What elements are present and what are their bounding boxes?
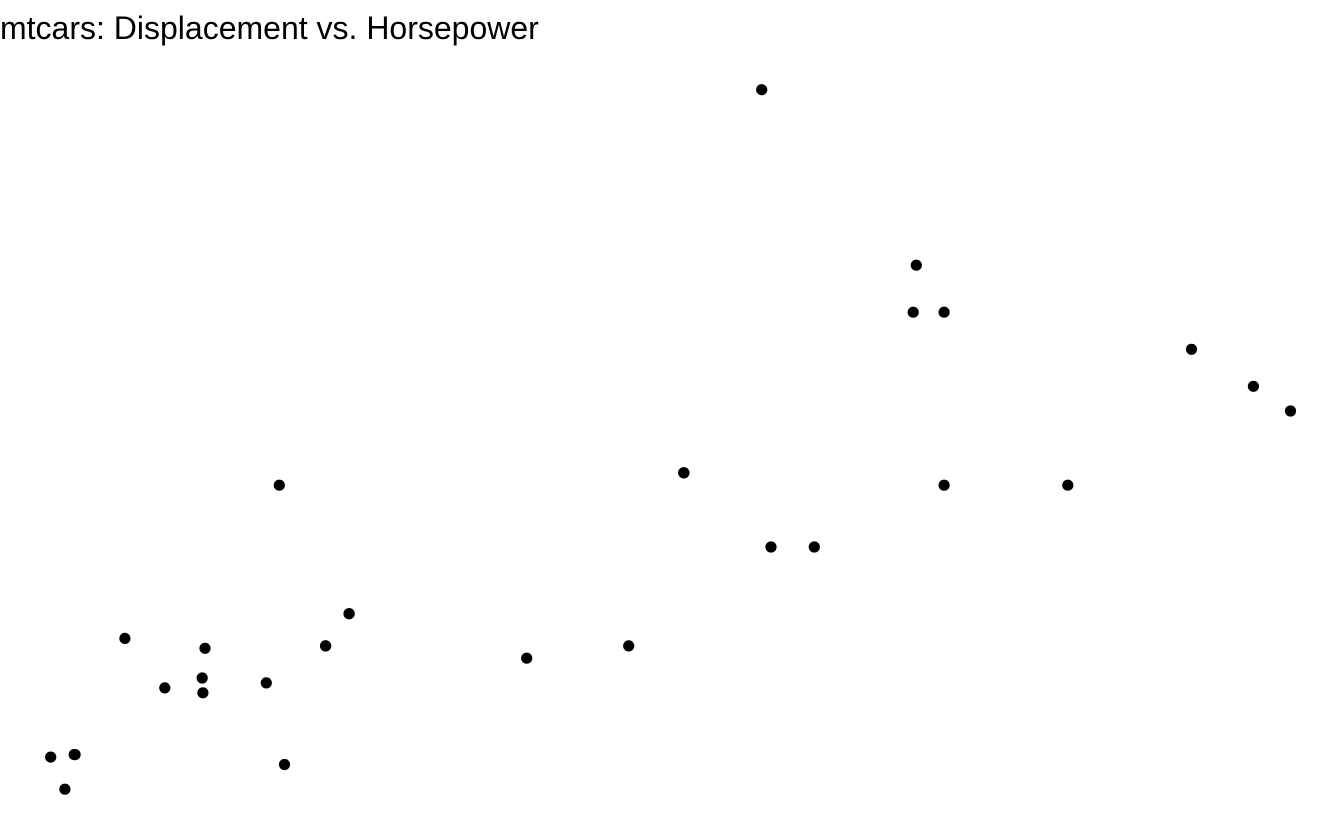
data-point-4 <box>623 640 635 652</box>
data-point-9 <box>260 677 272 689</box>
data-point-14 <box>678 467 690 479</box>
data-point-22 <box>808 541 820 553</box>
data-point-3 <box>159 682 171 694</box>
data-point-2 <box>320 640 332 652</box>
data-point-30 <box>273 479 285 491</box>
data-point-20 <box>45 751 57 763</box>
data-point-8 <box>278 758 291 771</box>
chart-title: mtcars: Displacement vs. Horsepower <box>0 10 539 46</box>
data-point-26 <box>69 749 81 761</box>
data-point-11 <box>343 608 355 620</box>
data-point-31 <box>756 84 768 96</box>
data-point-6 <box>521 652 533 664</box>
data-point-19 <box>59 783 71 795</box>
points-layer <box>45 84 1297 795</box>
data-point-5 <box>938 479 950 491</box>
data-point-21 <box>196 672 208 684</box>
data-point-24 <box>907 306 919 318</box>
data-point-29 <box>910 259 922 271</box>
data-point-28 <box>119 632 131 645</box>
data-point-16 <box>1247 380 1259 392</box>
data-point-15 <box>1284 405 1297 417</box>
data-point-23 <box>765 541 777 553</box>
data-point-32 <box>199 642 211 654</box>
data-point-7 <box>938 306 950 318</box>
data-point-25 <box>1062 479 1074 491</box>
data-point-27 <box>197 687 209 699</box>
data-point-17 <box>1185 343 1198 355</box>
